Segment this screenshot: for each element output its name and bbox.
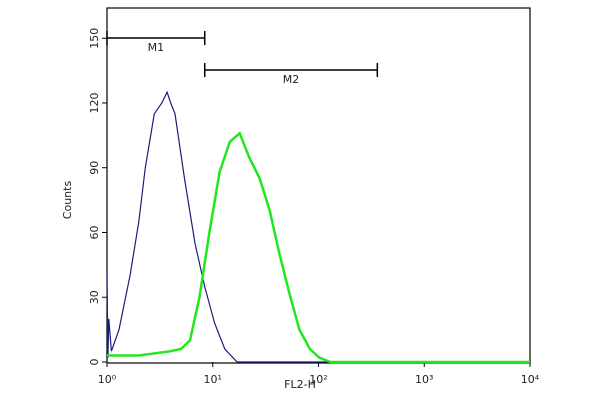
histogram-line: [106, 90, 530, 363]
marker-range: [203, 63, 379, 77]
y-tick-label: 60: [88, 225, 101, 239]
marker-range: [106, 31, 206, 45]
x-tick-label: 10³: [415, 373, 433, 386]
y-tick-label: 90: [88, 161, 101, 175]
histogram-line: [107, 131, 530, 364]
y-tick-label: 30: [88, 290, 101, 304]
marker-label: M2: [283, 73, 300, 86]
x-axis-label: FL2-H: [284, 378, 316, 391]
x-tick-label: 10⁴: [521, 373, 540, 386]
x-tick-label: 10⁰: [98, 373, 117, 386]
plot-frame: [106, 7, 531, 364]
y-tick-label: 150: [88, 28, 101, 49]
y-axis-label: Counts: [61, 181, 74, 220]
marker-label: M1: [148, 41, 165, 54]
y-tick-label: 120: [88, 92, 101, 113]
x-tick-label: 10²: [309, 373, 327, 386]
y-tick-label: 0: [88, 359, 101, 366]
x-tick-label: 10¹: [204, 373, 222, 386]
